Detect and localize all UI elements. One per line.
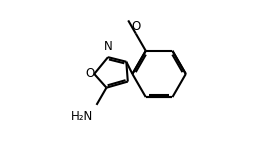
Text: N: N [104,40,113,53]
Text: O: O [131,20,140,33]
Text: H₂N: H₂N [71,110,93,123]
Text: O: O [86,67,95,80]
